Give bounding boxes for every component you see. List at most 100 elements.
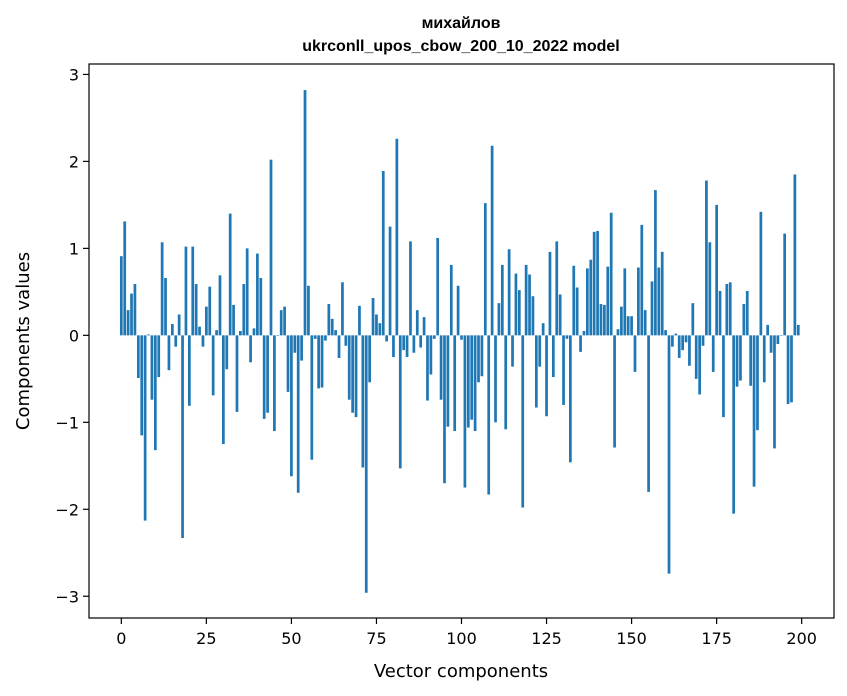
bar-43 (266, 335, 269, 413)
bar-192 (773, 335, 776, 449)
bar-104 (473, 335, 477, 432)
y-tick-label: 2 (69, 152, 79, 171)
bar-155 (647, 335, 650, 492)
bar-190 (766, 324, 770, 336)
bar-119 (524, 264, 528, 336)
bar-138 (589, 259, 593, 336)
bar-32 (228, 213, 232, 336)
bar-153 (640, 224, 644, 336)
bar-166 (684, 335, 688, 343)
bar-150 (630, 316, 633, 336)
bar-57 (313, 335, 317, 339)
bar-115 (511, 335, 514, 367)
bar-96 (446, 335, 450, 427)
bar-169 (694, 335, 698, 379)
bar-53 (300, 335, 303, 361)
bar-29 (218, 275, 222, 336)
bar-152 (637, 267, 640, 336)
bar-120 (528, 274, 531, 336)
bar-194 (779, 335, 783, 336)
bar-168 (691, 303, 695, 336)
bar-36 (242, 284, 246, 336)
bar-22 (194, 284, 198, 336)
bar-179 (728, 282, 732, 336)
bar-175 (715, 204, 718, 336)
bar-23 (198, 326, 201, 336)
bar-145 (613, 335, 616, 448)
bar-97 (449, 264, 453, 336)
bar-5 (136, 335, 140, 378)
bar-170 (698, 335, 701, 395)
bar-124 (541, 323, 545, 336)
x-axis-label: Vector components (374, 661, 548, 682)
bar-35 (239, 331, 242, 336)
bar-177 (722, 335, 725, 418)
bar-167 (688, 335, 691, 366)
bar-4 (133, 284, 137, 336)
bar-48 (283, 306, 286, 336)
bar-12 (160, 242, 164, 336)
bar-102 (466, 335, 470, 428)
bar-101 (463, 335, 467, 488)
bar-106 (480, 335, 484, 377)
bar-149 (626, 316, 630, 336)
bar-41 (259, 277, 263, 336)
bar-193 (776, 335, 780, 345)
bar-189 (762, 335, 766, 383)
bar-111 (497, 303, 501, 336)
x-tick-label: 125 (531, 629, 562, 648)
bar-60 (324, 335, 327, 341)
bar-126 (548, 251, 552, 336)
bar-33 (232, 304, 235, 336)
bar-77 (381, 170, 385, 336)
y-tick-label: 3 (69, 65, 79, 84)
y-axis-label: Components values (13, 252, 34, 430)
bar-9 (150, 335, 154, 400)
bar-0 (119, 256, 123, 336)
bar-134 (575, 287, 579, 336)
bar-116 (514, 273, 518, 336)
x-tick-label: 150 (616, 629, 647, 648)
bar-87 (415, 310, 419, 336)
bar-63 (334, 330, 337, 336)
bar-80 (392, 335, 395, 358)
bar-178 (725, 284, 729, 336)
bar-147 (620, 306, 623, 336)
bar-114 (507, 249, 511, 336)
bar-174 (711, 335, 715, 372)
bar-8 (147, 334, 150, 336)
bar-26 (208, 286, 212, 336)
bar-27 (211, 335, 215, 396)
bar-181 (735, 335, 739, 387)
bar-98 (453, 335, 457, 432)
bar-173 (708, 242, 712, 336)
bar-3 (130, 293, 133, 336)
bar-74 (371, 297, 375, 336)
bar-2 (126, 310, 130, 336)
bar-154 (643, 310, 647, 336)
bar-156 (650, 281, 654, 336)
bar-144 (609, 212, 613, 336)
bar-117 (517, 290, 521, 336)
bar-86 (412, 335, 416, 353)
y-tick-label: −1 (55, 413, 79, 432)
y-axis: 3 2 1 0 −1 −2 −3 (55, 65, 89, 606)
y-tick-label: 0 (69, 326, 79, 345)
bar-56 (310, 335, 314, 460)
bar-99 (456, 285, 460, 336)
bar-79 (388, 226, 392, 336)
bar-146 (616, 329, 620, 336)
bar-94 (439, 335, 443, 400)
bar-61 (327, 304, 331, 336)
chart-title-line1: михайлов (422, 15, 501, 32)
x-tick-label: 25 (196, 629, 216, 648)
bar-47 (279, 310, 283, 336)
bar-93 (436, 237, 440, 336)
bar-159 (660, 251, 664, 336)
bar-34 (235, 335, 239, 412)
bar-125 (545, 335, 548, 417)
bar-129 (558, 294, 562, 336)
bar-55 (307, 285, 310, 336)
bar-107 (483, 203, 487, 336)
